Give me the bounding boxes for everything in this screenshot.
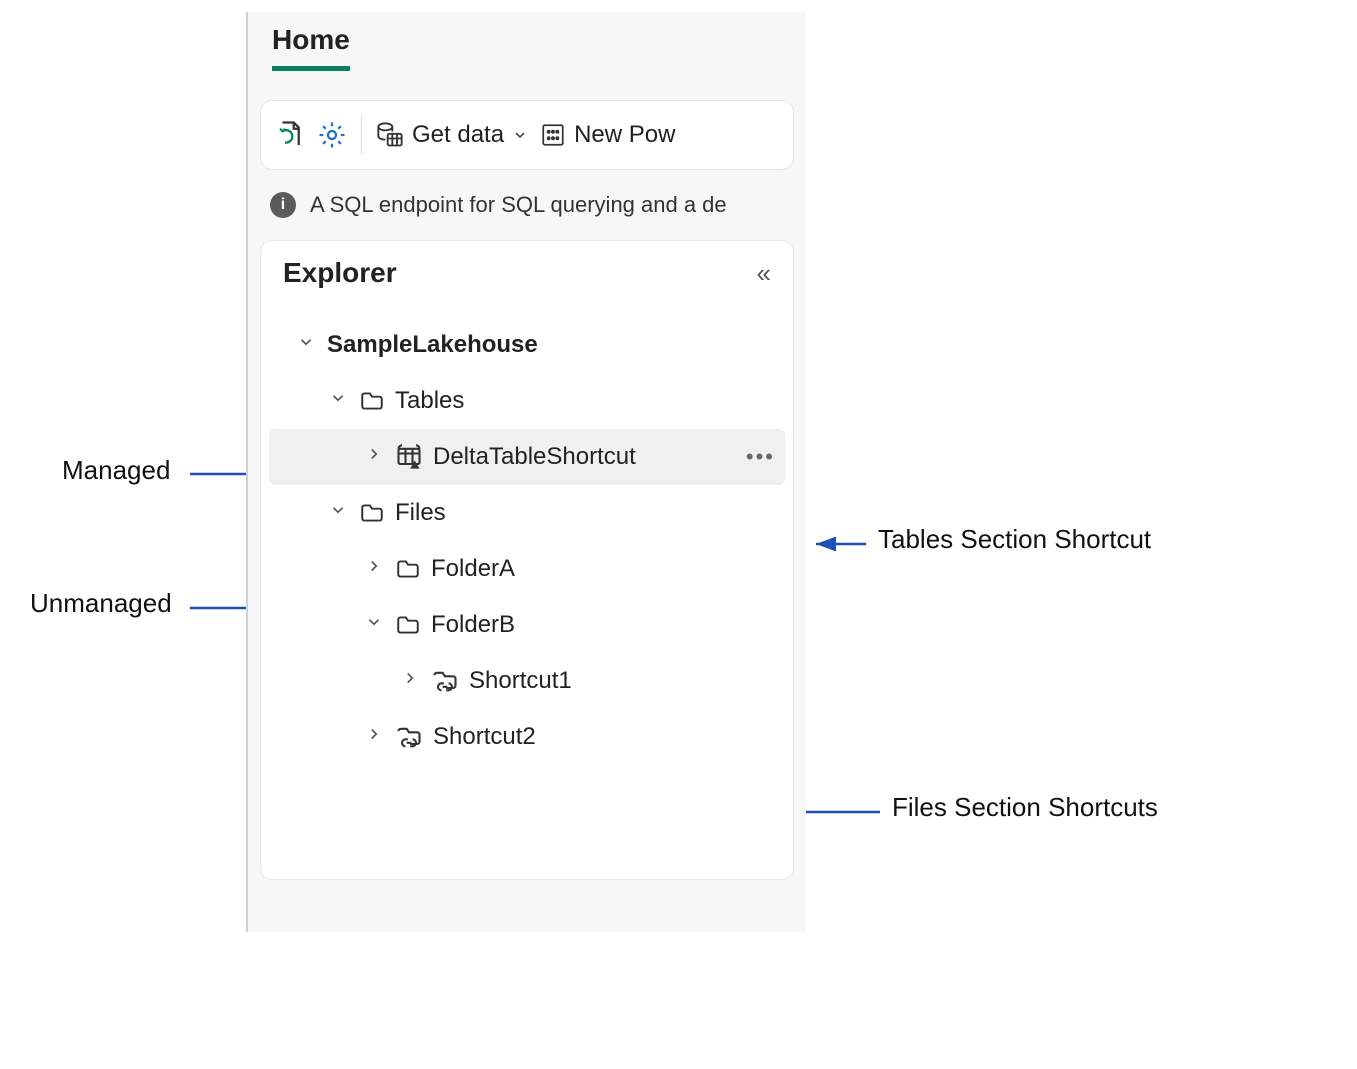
shortcut2-label: Shortcut2 [433, 723, 775, 751]
chevron-down-icon[interactable] [327, 389, 349, 413]
toolbar: Get data New Pow [260, 100, 794, 170]
tables-label: Tables [395, 387, 775, 415]
gear-icon[interactable] [317, 120, 347, 150]
get-data-button[interactable]: Get data [376, 121, 528, 149]
node-tables[interactable]: Tables [269, 373, 785, 429]
info-bar: i A SQL endpoint for SQL querying and a … [248, 170, 806, 232]
node-folder-b[interactable]: FolderB [269, 597, 785, 653]
folder-icon [359, 500, 385, 526]
annotation-tables-shortcut: Tables Section Shortcut [878, 524, 1151, 555]
toolbar-separator [361, 115, 362, 155]
refresh-icon[interactable] [275, 120, 305, 150]
root-label: SampleLakehouse [327, 331, 775, 359]
chevron-down-icon[interactable] [295, 333, 317, 357]
chevron-right-icon[interactable] [363, 557, 385, 581]
collapse-panel-icon[interactable]: « [757, 258, 771, 289]
chevron-down-icon[interactable] [327, 501, 349, 525]
explorer-panel: Explorer « SampleLakehouse [260, 240, 794, 880]
node-root[interactable]: SampleLakehouse [269, 317, 785, 373]
new-pow-label: New Pow [574, 121, 675, 149]
folder-icon [395, 556, 421, 582]
annotation-files-shortcuts: Files Section Shortcuts [892, 792, 1158, 823]
database-table-icon [376, 121, 404, 149]
folder-b-label: FolderB [431, 611, 775, 639]
more-options-icon[interactable]: ••• [746, 444, 775, 470]
chevron-right-icon[interactable] [399, 669, 421, 693]
annotation-unmanaged: Unmanaged [30, 588, 172, 619]
chevron-right-icon[interactable] [363, 725, 385, 749]
folder-shortcut-icon [431, 667, 459, 695]
explorer-tree: SampleLakehouse Tables [261, 299, 793, 773]
new-pow-button[interactable]: New Pow [540, 121, 675, 149]
node-delta-table-shortcut[interactable]: DeltaTableShortcut ••• [269, 429, 785, 485]
files-label: Files [395, 499, 775, 527]
folder-icon [359, 388, 385, 414]
grid-dots-icon [540, 122, 566, 148]
folder-a-label: FolderA [431, 555, 775, 583]
folder-shortcut-icon [395, 723, 423, 751]
chevron-right-icon[interactable] [363, 445, 385, 469]
shortcut1-label: Shortcut1 [469, 667, 775, 695]
get-data-label: Get data [412, 121, 504, 149]
arrow-tables-shortcut [810, 532, 872, 556]
chevron-down-icon[interactable] [363, 613, 385, 637]
node-files[interactable]: Files [269, 485, 785, 541]
node-shortcut2[interactable]: Shortcut2 [269, 709, 785, 765]
explorer-title: Explorer [283, 257, 397, 289]
chevron-down-icon [512, 127, 528, 143]
folder-icon [395, 612, 421, 638]
tab-home[interactable]: Home [272, 24, 350, 71]
node-folder-a[interactable]: FolderA [269, 541, 785, 597]
info-text: A SQL endpoint for SQL querying and a de [310, 192, 727, 218]
tab-bar: Home [248, 12, 806, 86]
delta-table-label: DeltaTableShortcut [433, 443, 736, 471]
table-shortcut-icon [395, 443, 423, 471]
app-window: Home [246, 12, 806, 932]
node-shortcut1[interactable]: Shortcut1 [269, 653, 785, 709]
annotation-managed: Managed [62, 455, 170, 486]
info-icon: i [270, 192, 296, 218]
